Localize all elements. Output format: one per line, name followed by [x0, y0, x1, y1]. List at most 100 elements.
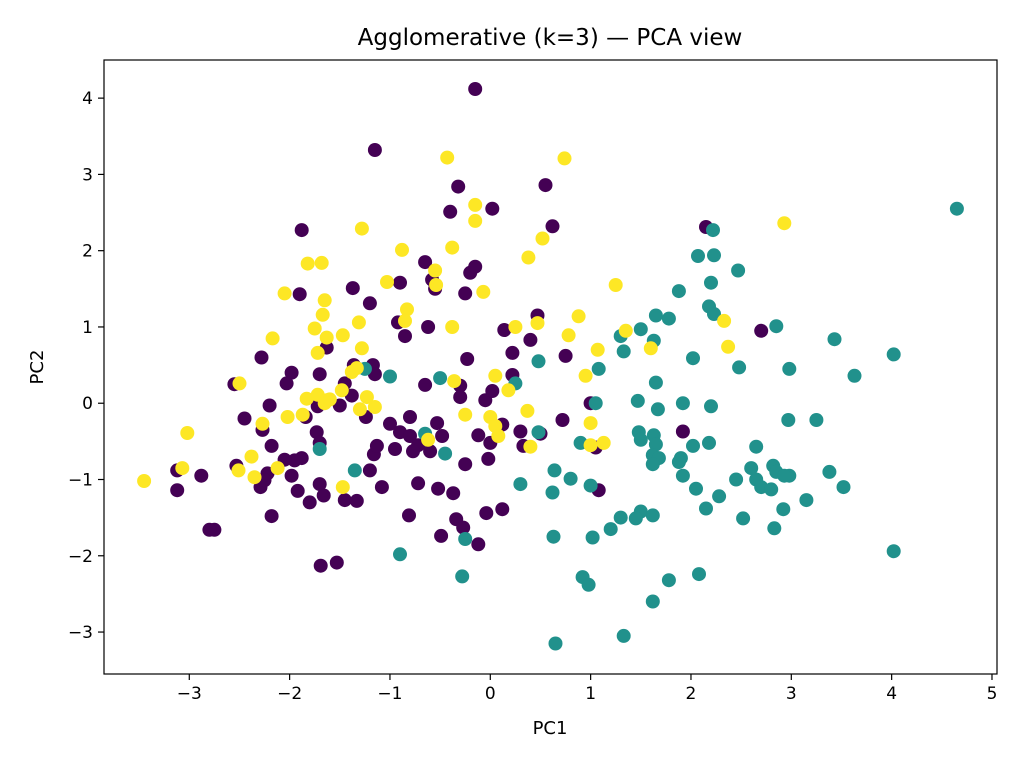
cluster-1-point [648, 437, 663, 452]
cluster-2-point [428, 263, 443, 278]
cluster-2-point [359, 390, 374, 405]
cluster-2-point [380, 275, 394, 289]
cluster-1-point [809, 413, 824, 427]
cluster-0-point [421, 320, 436, 334]
cluster-1-point [886, 347, 901, 362]
cluster-0-point [313, 558, 328, 573]
cluster-1-point [776, 502, 791, 517]
cluster-0-point [460, 352, 475, 366]
cluster-1-point [692, 567, 706, 582]
cluster-0-point [279, 376, 294, 391]
cluster-0-point [383, 416, 397, 431]
cluster-2-point [367, 400, 382, 414]
cluster-2-point [270, 461, 285, 476]
cluster-1-point [630, 393, 645, 408]
cluster-1-point [563, 471, 578, 486]
x-tick-label: 5 [987, 684, 998, 704]
cluster-1-point [689, 481, 703, 496]
cluster-0-point [538, 178, 553, 193]
cluster-1-point [583, 478, 598, 493]
cluster-2-point [335, 480, 350, 495]
cluster-2-point [468, 213, 483, 228]
cluster-0-point [471, 428, 486, 443]
cluster-1-point [799, 493, 814, 508]
cluster-0-point [558, 348, 573, 363]
cluster-1-point [546, 529, 561, 544]
cluster-2-point [247, 470, 262, 485]
cluster-0-point [398, 329, 412, 344]
x-tick-label: 2 [686, 684, 697, 704]
cluster-0-point [458, 286, 473, 301]
cluster-0-point [555, 413, 570, 427]
cluster-2-point [244, 449, 259, 464]
cluster-0-point [485, 201, 500, 216]
y-tick-label: 3 [82, 165, 93, 185]
cluster-1-point [383, 369, 397, 384]
cluster-0-point [505, 345, 520, 360]
y-tick-label: −3 [68, 623, 93, 643]
cluster-0-point [362, 296, 377, 311]
cluster-0-point [434, 528, 449, 543]
cluster-2-point [137, 474, 152, 488]
cluster-2-point [608, 278, 623, 292]
cluster-2-point [508, 320, 523, 334]
cluster-1-point [767, 521, 782, 536]
cluster-1-point [633, 322, 648, 337]
cluster-0-point [481, 451, 496, 466]
cluster-2-point [571, 309, 586, 324]
cluster-1-point [827, 332, 842, 347]
cluster-1-point [458, 532, 473, 546]
cluster-2-point [299, 391, 314, 406]
cluster-2-point [523, 439, 538, 454]
cluster-2-point [488, 368, 503, 383]
cluster-1-point [764, 482, 779, 497]
cluster-1-point [588, 396, 603, 411]
y-tick-label: −1 [68, 471, 93, 491]
cluster-0-point [290, 483, 305, 498]
cluster-0-point [388, 442, 402, 456]
cluster-1-point [744, 461, 759, 476]
cluster-1-point [616, 344, 631, 359]
cluster-0-point [294, 451, 309, 466]
cluster-1-point [822, 464, 837, 479]
x-tick-label: 0 [485, 684, 496, 704]
plot-frame [103, 59, 998, 675]
cluster-1-point [704, 399, 718, 414]
cluster-0-point [237, 411, 252, 426]
cluster-0-point [369, 438, 384, 453]
cluster-1-point [661, 573, 676, 588]
cluster-1-point [781, 413, 796, 427]
cluster-0-point [523, 332, 538, 347]
cluster-0-point [495, 502, 510, 517]
cluster-0-point [497, 323, 512, 337]
cluster-1-point [706, 223, 720, 238]
x-tick-label: −3 [177, 684, 202, 704]
cluster-2-point [618, 323, 633, 338]
cluster-2-point [295, 407, 310, 422]
cluster-2-point [491, 429, 506, 443]
cluster-0-point [264, 509, 279, 524]
cluster-0-point [194, 468, 209, 483]
cluster-2-point [643, 341, 658, 356]
y-axis-label: PC2 [27, 350, 48, 385]
cluster-0-point [468, 259, 483, 274]
cluster-1-point [671, 284, 686, 299]
cluster-0-point [312, 477, 327, 492]
cluster-2-point [468, 197, 483, 212]
cluster-2-point [400, 302, 414, 317]
cluster-1-point [547, 463, 562, 478]
cluster-2-point [344, 365, 359, 379]
cluster-1-point [949, 201, 964, 216]
cluster-1-point [707, 248, 721, 263]
cluster-0-point [294, 223, 309, 238]
cluster-1-point [782, 361, 797, 376]
cluster-2-point [255, 416, 270, 431]
cluster-1-point [736, 511, 751, 526]
cluster-1-point [633, 432, 648, 447]
cluster-2-point [310, 345, 325, 360]
x-tick-label: −1 [377, 684, 402, 704]
cluster-2-point [583, 416, 598, 431]
cluster-1-point [603, 522, 618, 537]
cluster-1-point [886, 544, 901, 559]
